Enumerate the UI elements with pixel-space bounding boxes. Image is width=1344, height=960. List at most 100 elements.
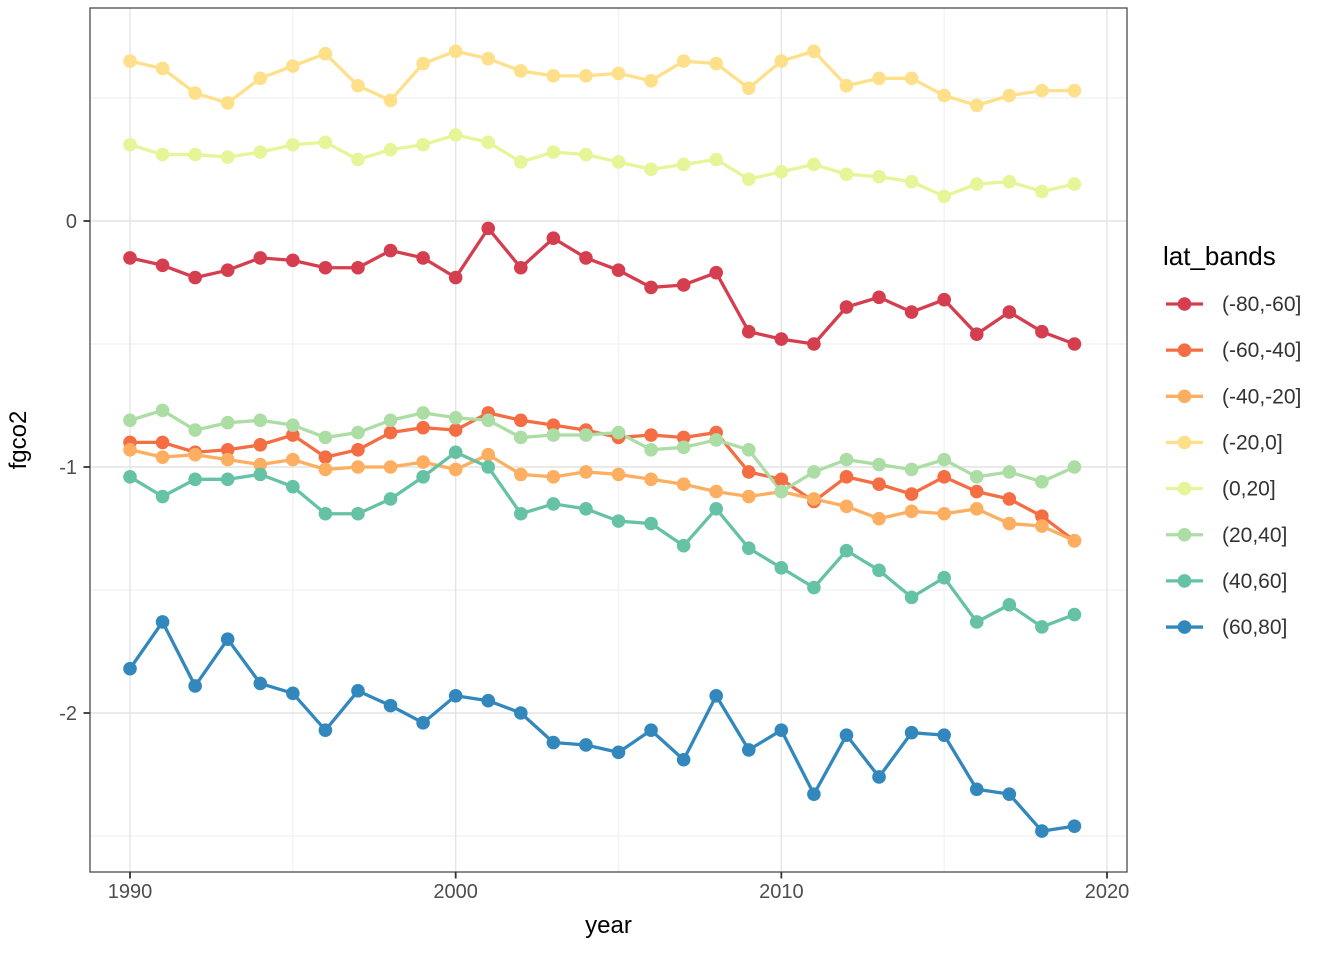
data-point [1035,824,1049,838]
data-point [676,477,691,492]
data-point [644,280,658,295]
x-tick-label: 2020 [1085,881,1130,903]
data-point [188,423,202,437]
data-point [937,189,951,204]
data-point [448,423,463,437]
data-point [774,54,789,68]
data-point [1067,177,1082,191]
data-point [937,506,951,521]
data-point [644,516,658,531]
data-point [872,477,886,492]
data-point [872,169,886,184]
data-point [611,467,626,482]
data-point [253,438,268,452]
data-point [220,150,235,164]
data-point [383,698,398,713]
legend-label: (-60,-40] [1222,339,1301,362]
x-tick-label: 2000 [433,881,478,903]
data-point [188,472,202,487]
data-point [969,502,984,516]
data-point [676,440,691,455]
data-point [579,738,593,752]
data-point [937,728,951,742]
data-point [904,462,919,477]
data-point [123,413,137,428]
data-point [676,538,691,553]
data-point [937,292,951,307]
data-point [611,745,626,760]
data-point [383,93,398,108]
x-axis-title: year [585,912,632,939]
data-point [741,489,756,504]
data-point [709,56,724,71]
data-point [253,467,268,482]
data-point [123,251,137,265]
data-point [1002,597,1017,612]
data-point [969,327,984,341]
data-point [448,688,463,703]
data-point [155,258,170,273]
data-point [318,450,333,464]
data-point [448,411,463,425]
data-point [253,71,268,86]
data-point [807,492,821,506]
data-point [774,332,789,346]
series-points [123,44,1082,838]
data-point [644,428,658,442]
data-point [1067,337,1082,351]
data-point [318,506,333,521]
data-point [123,470,137,484]
data-point [514,64,528,78]
legend-key-point [1177,620,1192,634]
data-point [155,435,170,450]
series-points-(20,40] [123,403,1082,499]
data-point [872,290,886,305]
series-points-(0,20] [123,128,1082,204]
data-point [579,465,593,479]
data-point [383,460,398,474]
data-point [416,56,430,71]
data-point [904,487,919,501]
data-point [546,145,561,159]
data-point [709,152,724,167]
data-point [253,676,268,691]
data-point [351,506,365,521]
data-point [220,415,235,430]
data-point [969,782,984,797]
data-point [937,88,951,103]
data-point [969,615,984,629]
data-point [383,243,398,258]
data-point [969,470,984,484]
data-point [969,98,984,113]
data-point [644,442,658,457]
data-point [741,172,756,186]
data-point [351,460,365,474]
legend-label: (-20,0] [1222,431,1283,454]
data-point [318,430,333,445]
data-point [416,716,430,730]
grid-minor [90,8,1127,872]
data-point [1002,174,1017,189]
legend-key-point [1177,343,1192,357]
data-point [318,723,333,738]
data-point [741,465,756,479]
data-point [904,174,919,189]
data-point [904,305,919,319]
data-point [839,470,854,484]
legend-key-point [1177,389,1192,404]
data-point [644,723,658,738]
data-point [546,428,561,442]
data-point [1067,534,1082,548]
data-point [220,442,235,457]
data-point [448,44,463,59]
data-point [546,231,561,246]
legend-key-point [1177,527,1192,542]
data-point [709,688,724,703]
data-point [579,502,593,516]
data-point [188,447,202,462]
data-point [481,693,496,708]
data-point [416,470,430,484]
data-point [546,418,561,432]
data-point [123,661,137,676]
data-point [318,135,333,150]
